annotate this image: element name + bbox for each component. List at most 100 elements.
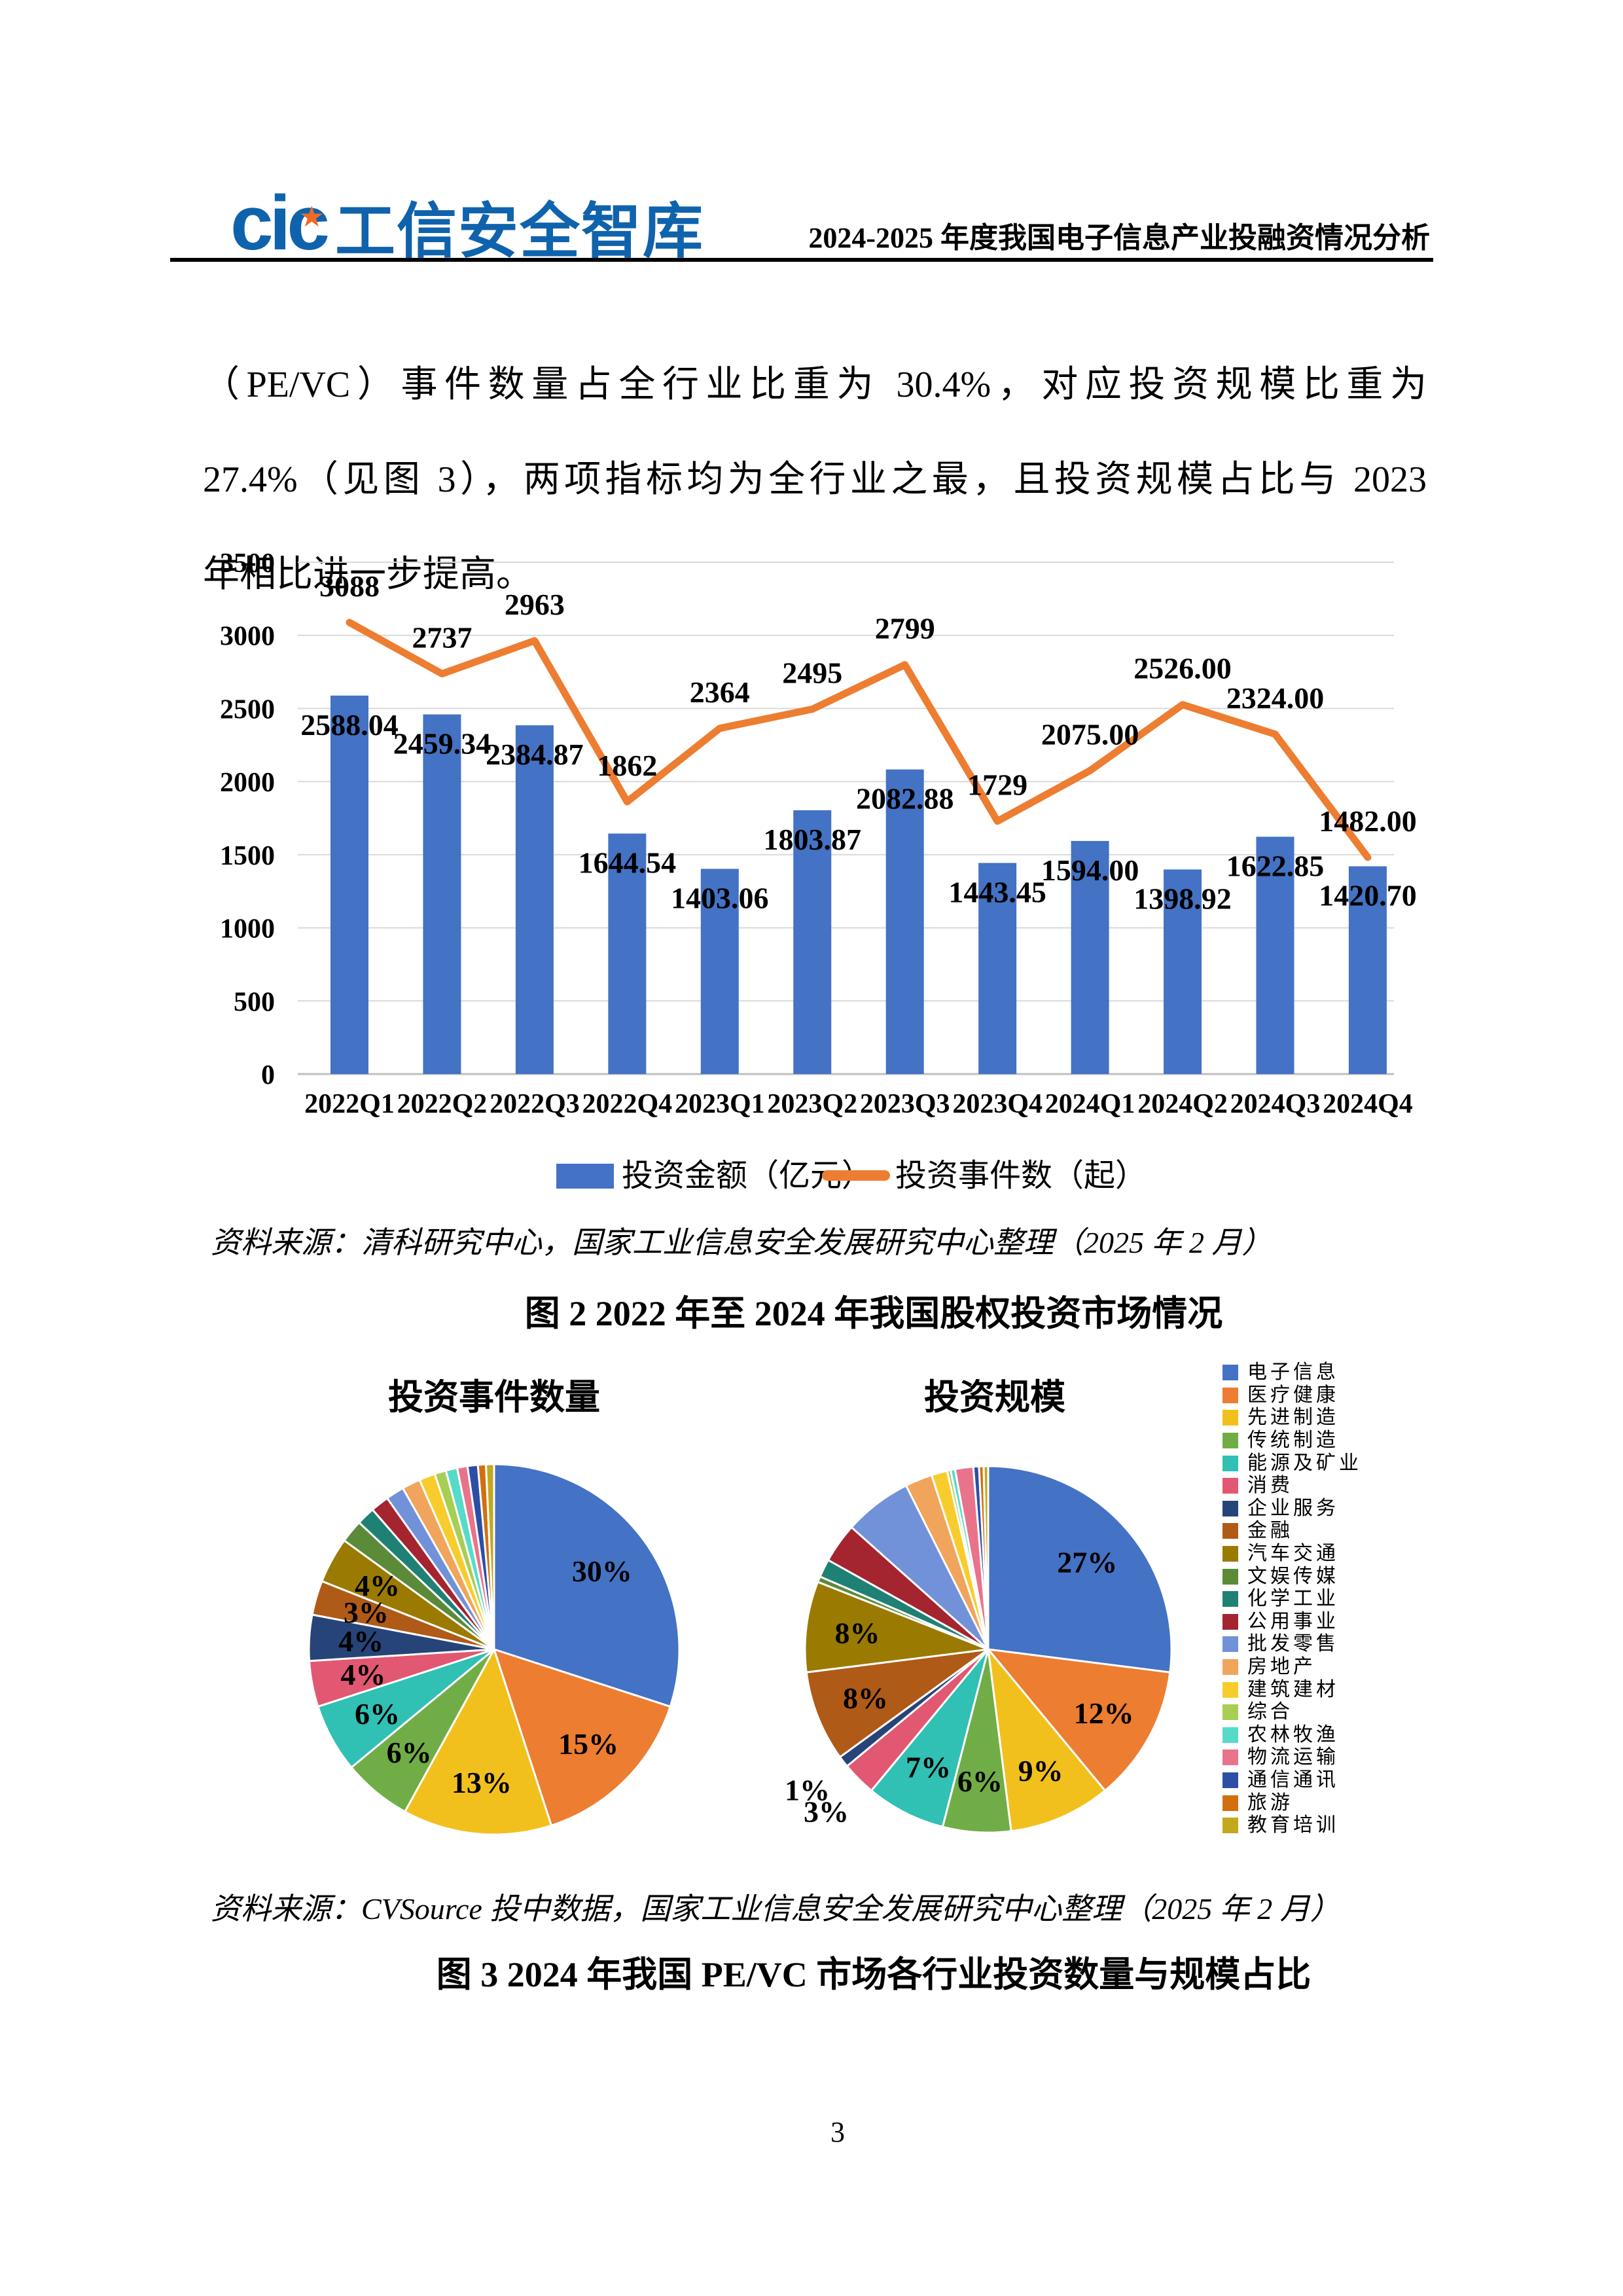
legend-item-企业服务: 企业服务 [1222, 1498, 1362, 1520]
legend-label: 公用事业 [1247, 1610, 1339, 1632]
svg-text:2024Q2: 2024Q2 [1137, 1089, 1228, 1119]
legend-swatch [1222, 1704, 1238, 1721]
legend-swatch [1222, 1818, 1238, 1834]
legend-swatch [1222, 1365, 1238, 1381]
legend-swatch [1222, 1433, 1238, 1449]
svg-text:2082.88: 2082.88 [856, 782, 954, 816]
legend-item-通信通讯: 通信通讯 [1222, 1769, 1362, 1792]
x-axis-labels: 2022Q1 2022Q2 2022Q3 2022Q4 2023Q1 2023Q2 2023… [304, 1089, 1413, 1119]
pie-investment-scale-pct-label: 6% [957, 1765, 1003, 1798]
svg-text:1500: 1500 [220, 841, 275, 871]
legend-bar-swatch [556, 1164, 614, 1189]
pie-event-count-pct-label: 4% [355, 1569, 400, 1602]
pie-event-count-pct-label: 6% [387, 1736, 432, 1769]
bar-2022Q3 [515, 725, 554, 1074]
svg-text:1644.54: 1644.54 [579, 846, 677, 880]
legend-label: 建筑建材 [1247, 1678, 1339, 1700]
legend-item-金融: 金融 [1222, 1520, 1362, 1543]
pie-event-count: 30%15%13%6%6%4%4%3%4% [308, 1463, 681, 1836]
legend-label: 电子信息 [1247, 1361, 1339, 1384]
pie-event-count-slice-先进制造 [403, 1647, 553, 1836]
legend-label: 化学工业 [1247, 1588, 1339, 1610]
bar-2023Q3 [885, 769, 924, 1074]
svg-text:2023Q2: 2023Q2 [767, 1089, 857, 1119]
legend-swatch [1222, 1749, 1238, 1766]
svg-text:2022Q4: 2022Q4 [582, 1089, 673, 1119]
pie-event-count-pct-label: 13% [452, 1766, 512, 1799]
legend-item-公用事业: 公用事业 [1222, 1611, 1362, 1634]
document-header-title: 2024-2025 年度我国电子信息产业投融资情况分析 [808, 222, 1430, 254]
svg-text:3500: 3500 [220, 550, 275, 579]
legend-label: 能源及矿业 [1247, 1452, 1362, 1474]
legend-label: 汽车交通 [1247, 1543, 1339, 1565]
bar-2022Q1 [330, 695, 368, 1074]
pie-investment-scale-slice-教育培训 [982, 1465, 990, 1650]
svg-text:1403.06: 1403.06 [671, 882, 769, 915]
pie-investment-scale-slice-金融 [805, 1648, 989, 1759]
bar-2023Q1 [700, 869, 739, 1074]
pie-investment-scale-slice-能源及矿业 [870, 1649, 990, 1829]
bar-2023Q2 [793, 810, 832, 1074]
legend-item-农林牧渔: 农林牧渔 [1222, 1724, 1362, 1747]
pie-investment-scale-slice-先进制造 [986, 1646, 1107, 1833]
svg-text:2022Q2: 2022Q2 [397, 1089, 488, 1119]
svg-text:2324.00: 2324.00 [1226, 681, 1325, 715]
cic-logo: cic ★ 工信安全智库 [230, 185, 704, 262]
legend-label: 房地产 [1247, 1656, 1316, 1678]
legend-swatch [1222, 1636, 1238, 1653]
legend-swatch [1222, 1523, 1238, 1539]
legend-item-消费: 消费 [1222, 1475, 1362, 1498]
svg-text:2737: 2737 [412, 620, 472, 654]
legend-label: 物流运输 [1247, 1746, 1339, 1768]
svg-text:2384.87: 2384.87 [486, 738, 584, 771]
legend-label: 企业服务 [1247, 1497, 1339, 1519]
pie-investment-scale: 27% 12% 9% 6%7% 3%1% 8% 8% [785, 1465, 1173, 1834]
legend-item-综合: 综合 [1222, 1701, 1362, 1724]
pie-investment-scale-slice-汽车交通 [804, 1580, 989, 1674]
paragraph-line: （PE/VC）事件数量占全行业比重为 30.4%，对应投资规模比重为 [203, 365, 1427, 405]
svg-text:2526.00: 2526.00 [1133, 652, 1232, 685]
legend-label: 批发零售 [1247, 1633, 1339, 1655]
legend-item-旅游: 旅游 [1222, 1791, 1362, 1814]
pie-investment-scale-pct-label: 8% [843, 1681, 888, 1715]
svg-text:2495: 2495 [782, 656, 842, 690]
legend-swatch [1222, 1659, 1238, 1676]
legend-item-医疗健康: 医疗健康 [1222, 1384, 1362, 1407]
legend-swatch [1222, 1591, 1238, 1607]
bar-2022Q4 [608, 833, 647, 1074]
legend-label: 医疗健康 [1247, 1384, 1339, 1406]
legend-item-文娱传媒: 文娱传媒 [1222, 1565, 1362, 1588]
svg-text:2588.04: 2588.04 [300, 708, 399, 742]
legend-swatch [1222, 1455, 1238, 1471]
bar-2023Q4 [978, 863, 1017, 1074]
svg-text:2022Q1: 2022Q1 [304, 1089, 395, 1119]
pie-investment-scale-pct-label: 8% [834, 1617, 880, 1650]
legend-swatch [1222, 1387, 1238, 1403]
svg-text:2799: 2799 [875, 612, 935, 645]
pie-investment-scale-pct-label: 12% [1074, 1696, 1134, 1730]
figure2-caption: 图 2 2022 年至 2024 年我国股权投资市场情况 [524, 1294, 1223, 1333]
legend-label: 文娱传媒 [1247, 1565, 1339, 1587]
legend-label: 传统制造 [1247, 1429, 1339, 1452]
pie-event-count-pct-label: 6% [355, 1697, 400, 1731]
legend-item-化学工业: 化学工业 [1222, 1588, 1362, 1611]
legend-item-汽车交通: 汽车交通 [1222, 1543, 1362, 1566]
legend-label: 消费 [1247, 1475, 1293, 1497]
legend-label: 先进制造 [1247, 1407, 1339, 1429]
pie-event-count-slice-教育培训 [484, 1463, 495, 1650]
industry-legend: 电子信息 医疗健康 先进制造 传统制造 能源及矿业 消费 企业服务 金融 汽车交通 文娱传媒 化学工… [1222, 1361, 1362, 1837]
legend-swatch [1222, 1727, 1238, 1743]
paragraph-line: 27.4%（见图 3），两项指标均为全行业之最，且投资规模占比与 2023 [203, 459, 1427, 500]
pie-event-count-slice-医疗健康 [492, 1647, 672, 1827]
bar-2024Q1 [1071, 840, 1109, 1074]
svg-text:2023Q1: 2023Q1 [675, 1089, 765, 1119]
legend-item-电子信息: 电子信息 [1222, 1361, 1362, 1384]
svg-text:2459.34: 2459.34 [393, 727, 491, 761]
svg-text:2500: 2500 [220, 694, 275, 725]
combo-chart-legend: 投资金额（亿元） 投资事件数（起） [556, 1158, 1147, 1193]
legend-label: 综合 [1247, 1701, 1293, 1723]
svg-text:2022Q3: 2022Q3 [490, 1089, 580, 1119]
gridlines [298, 562, 1394, 1075]
legend-label: 旅游 [1247, 1791, 1293, 1814]
